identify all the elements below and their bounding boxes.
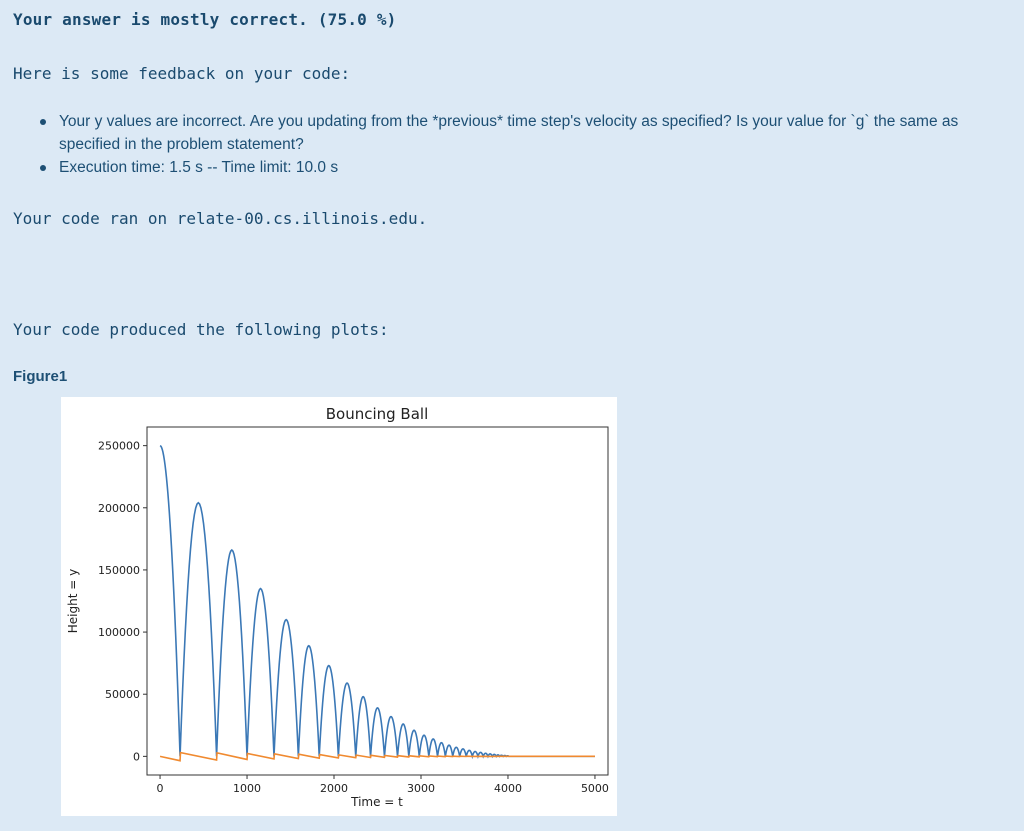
x-tick-label: 0 (157, 782, 164, 795)
x-tick-label: 2000 (320, 782, 348, 795)
feedback-item-y-values: Your y values are incorrect. Are you upd… (13, 110, 1013, 156)
x-tick-label: 4000 (494, 782, 522, 795)
figure-panel: Bouncing Ball Time = t Height = y 0 1000 2… (61, 397, 617, 816)
y-tick-label: 50000 (105, 688, 140, 701)
x-tick-label: 1000 (233, 782, 261, 795)
y-tick-label: 150000 (98, 564, 140, 577)
x-axis-label: Time = t (350, 795, 403, 809)
x-tick-label: 3000 (407, 782, 435, 795)
plots-intro: Your code produced the following plots: (13, 320, 389, 339)
x-tick-label: 5000 (581, 782, 609, 795)
plot-area (159, 444, 595, 762)
chart-title: Bouncing Ball (326, 405, 429, 423)
y-tick-label: 250000 (98, 440, 140, 453)
result-title: Your answer is mostly correct. (75.0 %) (13, 10, 397, 29)
y-axis-label: Height = y (66, 569, 80, 633)
second-series-line (159, 751, 595, 762)
feedback-item-execution-time: Execution time: 1.5 s -- Time limit: 10.… (13, 156, 1013, 179)
figure-label: Figure1 (13, 368, 68, 385)
y-tick-label: 200000 (98, 502, 140, 515)
height-series-line (159, 444, 595, 760)
y-tick-label: 100000 (98, 626, 140, 639)
feedback-list: Your y values are incorrect. Are you upd… (13, 110, 1013, 179)
server-info: Your code ran on relate-00.cs.illinois.e… (13, 209, 428, 228)
plot-frame (146, 426, 609, 776)
y-tick-label: 0 (133, 750, 140, 763)
bouncing-ball-chart: Bouncing Ball Time = t Height = y 0 1000 2… (66, 405, 609, 809)
feedback-intro: Here is some feedback on your code: (13, 64, 351, 83)
